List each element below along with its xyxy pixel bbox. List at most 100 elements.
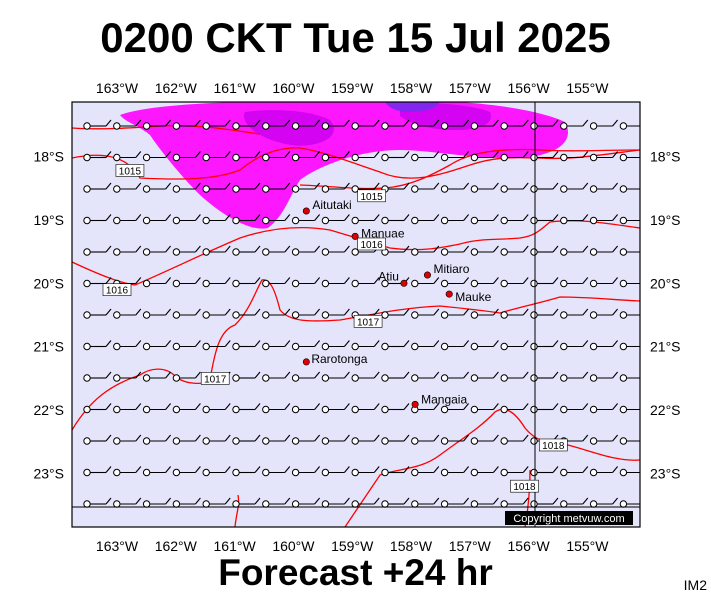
lat-tick-label: 18°S <box>650 149 681 165</box>
wind-barb <box>411 151 440 162</box>
lon-tick-label: 163°W <box>96 538 139 554</box>
wind-barb <box>351 214 380 225</box>
wind-barb-layer <box>83 119 640 508</box>
wind-barb <box>589 119 619 130</box>
wind-barb <box>589 245 619 256</box>
wind-barb <box>172 434 201 445</box>
lat-tick-label: 22°S <box>650 402 681 418</box>
wind-barb <box>142 466 172 477</box>
wind-barb <box>500 119 529 130</box>
wind-barb <box>619 153 640 162</box>
copyright-box <box>505 511 633 525</box>
wind-barb <box>411 434 440 445</box>
town-markers: Aitutaki Manuae Mitiaro Atiu Mauke Rarotonga M… <box>302 198 492 408</box>
lon-tick-label: 163°W <box>96 80 139 96</box>
wind-barb <box>232 466 261 477</box>
wind-barb <box>470 371 499 382</box>
wind-barb <box>470 466 499 477</box>
wind-barb <box>202 403 231 414</box>
wind-barb <box>142 340 172 351</box>
wind-barb <box>530 277 559 288</box>
chart-title: 0200 CKT Tue 15 Jul 2025 <box>100 14 611 61</box>
wind-barb <box>440 245 470 256</box>
wind-barb <box>172 182 201 193</box>
wind-barb <box>172 340 201 351</box>
longitude-tick-labels-top: 163°W 162°W 161°W 160°W 159°W 158°W 157°W 156°W… <box>96 80 609 96</box>
wind-barb <box>232 214 261 225</box>
forecast-label: Forecast +24 hr <box>218 552 493 593</box>
wind-barb <box>440 466 470 477</box>
wind-barb <box>530 340 559 351</box>
town-name: Aitutaki <box>312 198 351 212</box>
wind-barb <box>232 371 261 382</box>
wind-barb <box>411 340 440 351</box>
wind-barb <box>440 340 470 351</box>
town-name: Mitiaro <box>433 262 469 276</box>
svg-text:1018: 1018 <box>542 441 565 452</box>
town-marker: Mitiaro <box>423 262 470 279</box>
wind-barb <box>530 403 559 414</box>
wind-barb <box>232 277 261 288</box>
wind-barb <box>232 119 261 130</box>
wind-barb <box>500 340 529 351</box>
wind-barb <box>560 214 589 225</box>
wind-barb <box>291 119 321 130</box>
wind-barb <box>530 497 559 508</box>
wind-barb <box>500 245 529 256</box>
isobar-label: 1015 <box>357 189 386 203</box>
lat-tick-label: 22°S <box>33 402 64 418</box>
wind-barb <box>83 371 112 382</box>
wind-barb <box>381 434 410 445</box>
lat-tick-label: 23°S <box>650 466 681 482</box>
wind-barb <box>142 151 172 162</box>
wind-barb <box>232 151 261 162</box>
wind-barb <box>500 182 529 193</box>
wind-barb <box>142 403 172 414</box>
lon-tick-label: 162°W <box>155 80 198 96</box>
latitude-tick-labels-left: 18°S 19°S 20°S 21°S 22°S 23°S <box>33 149 64 482</box>
wind-barb <box>142 119 172 130</box>
wind-barb <box>321 245 350 256</box>
wind-barb <box>470 403 499 414</box>
town-dot <box>302 207 310 215</box>
wind-barb <box>83 182 112 193</box>
lat-tick-label: 20°S <box>650 275 681 291</box>
wind-barb <box>381 119 410 130</box>
svg-text:1016: 1016 <box>106 286 129 297</box>
town-name: Atiu <box>378 269 399 283</box>
wind-barb <box>113 182 142 193</box>
lat-tick-label: 21°S <box>33 339 64 355</box>
wind-barb <box>83 497 112 508</box>
isobar-line <box>209 279 640 381</box>
wind-barb <box>381 214 410 225</box>
wind-barb <box>113 245 142 256</box>
wind-barb <box>262 434 291 445</box>
wind-barb <box>202 245 231 256</box>
wind-barb <box>589 466 619 477</box>
wind-barb <box>321 371 350 382</box>
town-name: Mauke <box>455 290 491 304</box>
wind-barb <box>232 245 261 256</box>
wind-barb <box>172 151 201 162</box>
rain-area-light <box>120 102 569 229</box>
wind-barb <box>589 403 619 414</box>
lon-tick-label: 155°W <box>566 80 609 96</box>
wind-barb <box>440 497 470 508</box>
wind-barb <box>411 277 440 288</box>
wind-barb <box>589 182 619 193</box>
town-dot <box>423 271 431 279</box>
wind-barb <box>113 340 142 351</box>
wind-barb <box>262 182 291 193</box>
wind-barb <box>83 245 112 256</box>
wind-barb <box>321 119 350 130</box>
wind-barb <box>321 434 350 445</box>
wind-barb <box>381 466 410 477</box>
wind-barb <box>470 245 499 256</box>
wind-barb <box>202 340 231 351</box>
wind-barb <box>589 308 619 319</box>
isobar-line <box>299 148 640 190</box>
wind-barb <box>619 342 640 351</box>
wind-barb <box>560 182 589 193</box>
wind-barb <box>470 277 499 288</box>
wind-barb <box>202 151 231 162</box>
